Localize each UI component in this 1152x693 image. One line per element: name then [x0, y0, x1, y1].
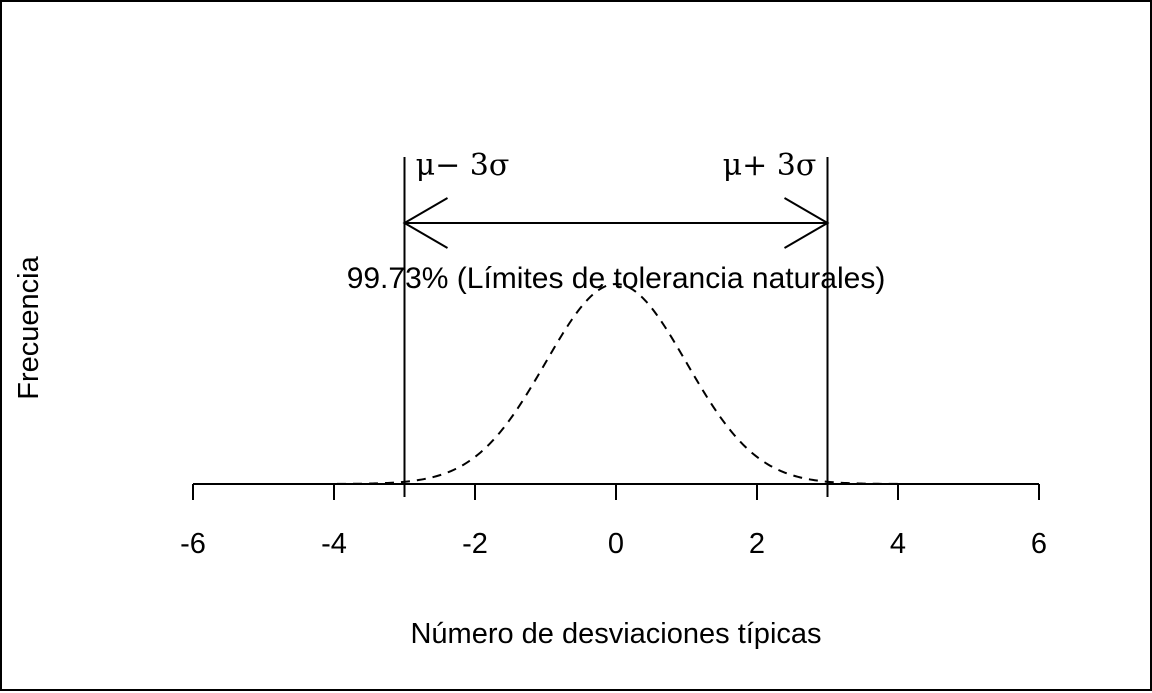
arrow-head-left	[402, 197, 449, 249]
density-curve-group	[193, 282, 1039, 485]
x-tick-label: 2	[749, 528, 765, 560]
range-arrow	[402, 197, 830, 249]
x-tick-label: 6	[1031, 528, 1047, 560]
x-tick-label: 0	[608, 528, 624, 560]
x-tick-label: -2	[462, 528, 488, 560]
tolerance-limits	[403, 157, 829, 497]
x-tick-label: -6	[180, 528, 206, 560]
arrow-head-right	[783, 197, 830, 249]
lower-limit-label: μ− 3σ	[416, 148, 510, 183]
x-tick-label: 4	[890, 528, 906, 560]
upper-limit-label: μ+ 3σ	[723, 148, 817, 183]
x-axis-title: Número de desviaciones típicas	[410, 618, 821, 650]
density-curve	[193, 282, 1039, 485]
range-annotation: 99.73% (Límites de tolerancia naturales)	[347, 262, 886, 295]
x-axis: -6 -4 -2 0 2 4 6	[180, 483, 1047, 560]
y-axis-title: Frecuencia	[13, 255, 45, 399]
x-tick-label: -4	[321, 528, 347, 560]
